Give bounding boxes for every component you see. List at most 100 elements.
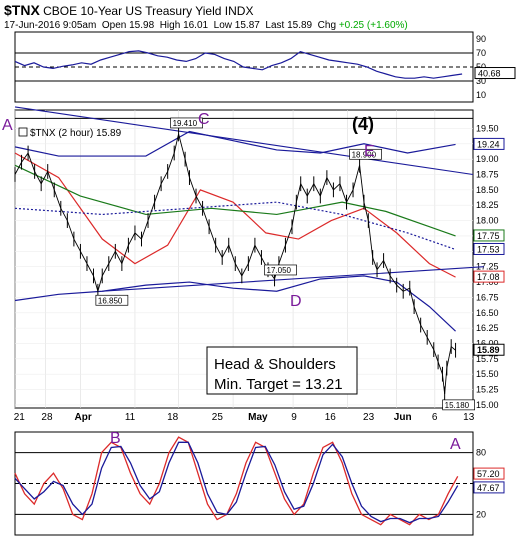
indicator-series-0 bbox=[14, 130, 456, 157]
price-value-box bbox=[473, 229, 505, 242]
trendline bbox=[102, 266, 484, 292]
price-segment bbox=[444, 368, 448, 394]
price-segment bbox=[208, 226, 217, 246]
exchange: INDX bbox=[224, 4, 254, 18]
security-name: CBOE 10-Year US Treasury Yield bbox=[43, 4, 222, 18]
price-segment bbox=[114, 251, 123, 264]
price-segment bbox=[189, 177, 197, 197]
price-tick-label: 18.50 bbox=[476, 185, 499, 195]
price-label: 15.180 bbox=[445, 401, 470, 410]
quote-date: 17-Jun-2016 9:05am bbox=[4, 20, 97, 31]
price-segment bbox=[228, 245, 236, 264]
price-right-label: 17.75 bbox=[477, 231, 500, 241]
price-tick-label: 16.25 bbox=[476, 323, 499, 333]
price-right-label: 17.08 bbox=[477, 272, 500, 282]
x-axis-label: Jun bbox=[394, 412, 412, 423]
price-segment bbox=[437, 361, 443, 375]
quote-line: 17-Jun-2016 9:05am Open 15.98 High 16.01… bbox=[4, 20, 408, 31]
price-segment bbox=[147, 202, 156, 221]
x-axis-label: 6 bbox=[432, 412, 438, 423]
x-axis-label: 18 bbox=[167, 412, 179, 423]
price-tick-label: 15.50 bbox=[476, 369, 499, 379]
price-tick-label: 18.00 bbox=[476, 216, 499, 226]
indicator-bottom-line-1 bbox=[14, 441, 459, 524]
indicator-top-value-box bbox=[474, 67, 516, 80]
price-segment bbox=[333, 183, 341, 191]
price-segment bbox=[241, 263, 249, 277]
price-segment bbox=[80, 251, 88, 264]
price-segment bbox=[403, 287, 410, 292]
indicator-bottom-line-0 bbox=[14, 436, 459, 526]
price-segment bbox=[195, 195, 203, 209]
indicator-top-line bbox=[14, 50, 463, 79]
price-tick-label: 15.25 bbox=[476, 385, 499, 395]
price-tick-label: 18.75 bbox=[476, 170, 499, 180]
price-segment bbox=[27, 152, 36, 172]
chg-value: +0.25 (+1.60%) bbox=[338, 20, 408, 31]
price-label-box bbox=[349, 148, 382, 160]
indicator-series-3 bbox=[14, 164, 456, 237]
price-tick-label: 16.75 bbox=[476, 292, 499, 302]
price-label-box bbox=[95, 294, 129, 306]
price-label-box bbox=[170, 117, 203, 129]
symbol: $TNX bbox=[4, 2, 40, 18]
wave-label: D bbox=[290, 293, 302, 310]
price-segment bbox=[97, 275, 103, 292]
indicator-top-tick-label: 70 bbox=[476, 48, 486, 58]
price-segment bbox=[389, 275, 398, 286]
price-value-box bbox=[473, 270, 505, 283]
price-tick-label: 17.25 bbox=[476, 262, 499, 272]
x-axis-label: 21 bbox=[14, 412, 26, 423]
price-segment bbox=[66, 220, 75, 240]
chg-label: Chg bbox=[317, 20, 337, 31]
x-axis-label: 28 bbox=[41, 412, 53, 423]
wave-label: E bbox=[364, 143, 375, 160]
price-label: 16.850 bbox=[98, 296, 123, 305]
price-segment bbox=[450, 346, 456, 351]
indicator-bottom-value-box bbox=[473, 481, 505, 494]
trendline bbox=[14, 106, 474, 176]
price-segment bbox=[409, 288, 415, 307]
price-segment bbox=[319, 177, 328, 197]
price-segment bbox=[160, 171, 169, 184]
price-segment bbox=[86, 263, 94, 277]
legend-swatch bbox=[18, 127, 28, 137]
x-axis-label: 23 bbox=[363, 412, 375, 423]
indicator-top-tick-label: 50 bbox=[476, 62, 486, 72]
price-segment bbox=[346, 189, 354, 203]
indicator-top-tick-label: 10 bbox=[476, 90, 486, 100]
price-segment bbox=[93, 275, 99, 292]
price-segment bbox=[53, 189, 62, 209]
last-label: Last bbox=[265, 20, 285, 31]
wave-label: (4) bbox=[352, 114, 374, 134]
open-label: Open bbox=[101, 20, 127, 31]
price-segment bbox=[47, 171, 55, 191]
indicator-bottom-tick-label: 80 bbox=[476, 448, 486, 458]
price-segment bbox=[383, 260, 391, 277]
last-value: 15.89 bbox=[287, 20, 313, 31]
high-label: High bbox=[159, 20, 181, 31]
price-segment bbox=[178, 133, 186, 160]
price-segment bbox=[247, 245, 256, 264]
price-segment bbox=[363, 202, 369, 221]
price-segment bbox=[352, 165, 361, 190]
price-segment bbox=[313, 183, 321, 197]
high-value: 16.01 bbox=[183, 20, 209, 31]
price-segment bbox=[295, 183, 302, 203]
wave-label: C bbox=[198, 111, 210, 128]
price-segment bbox=[202, 208, 210, 227]
price-segment bbox=[359, 165, 365, 203]
price-segment bbox=[285, 226, 293, 246]
price-label-box bbox=[264, 264, 297, 276]
price-segment bbox=[101, 263, 110, 277]
price-tick-label: 15.75 bbox=[476, 354, 499, 364]
price-segment bbox=[376, 260, 384, 271]
price-segment bbox=[413, 306, 422, 326]
price-segment bbox=[367, 220, 374, 258]
price-segment bbox=[128, 232, 136, 246]
price-right-label: 19.24 bbox=[477, 139, 500, 149]
chart-title: $TNX CBOE 10-Year US Treasury Yield INDX bbox=[4, 2, 253, 18]
wave-label: A bbox=[2, 117, 13, 134]
price-segment bbox=[300, 183, 308, 197]
price-segment bbox=[173, 133, 180, 154]
